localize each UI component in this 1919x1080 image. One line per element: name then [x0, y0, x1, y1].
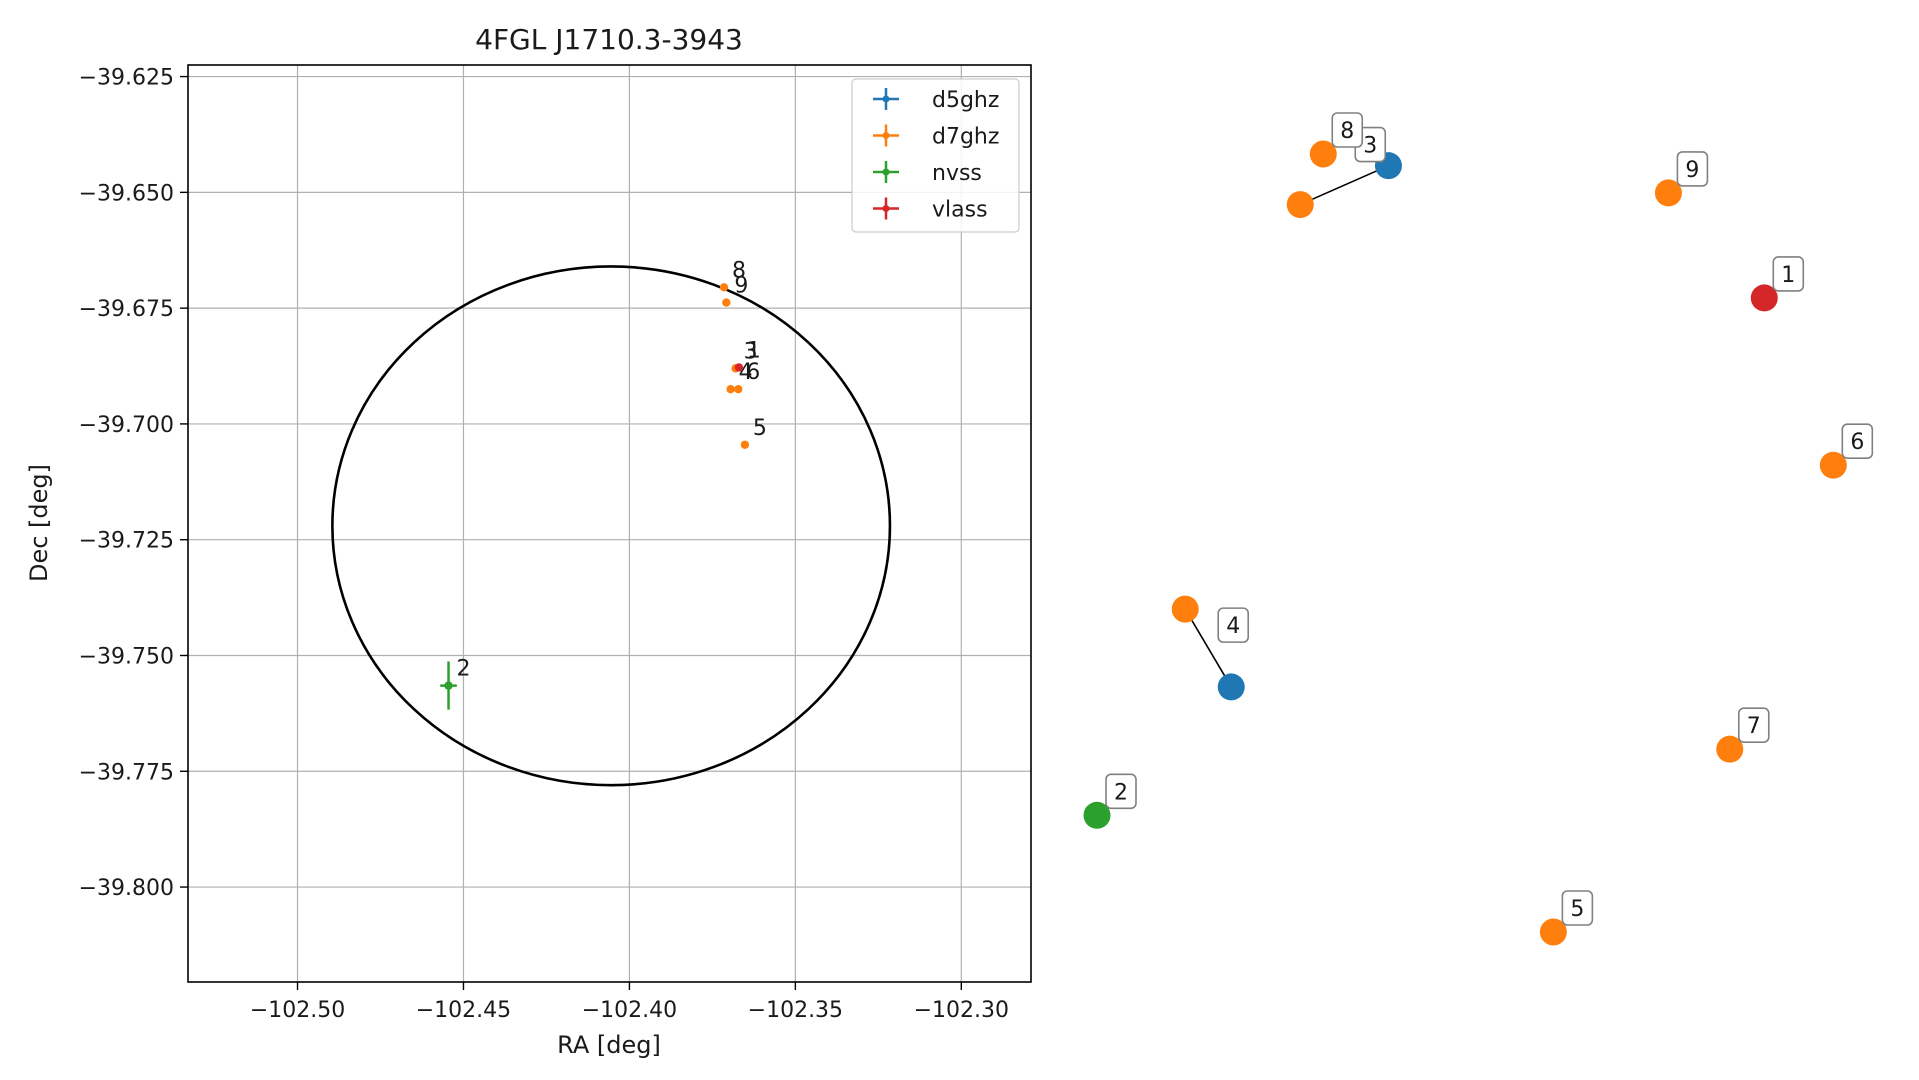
- x-tick-label: −102.30: [914, 998, 1009, 1023]
- label-text: 6: [1850, 430, 1864, 455]
- network-node-d7ghz: [1309, 140, 1337, 168]
- network-node-label: 9: [1676, 151, 1709, 187]
- x-tick-label: −102.50: [250, 998, 345, 1023]
- x-axis-ticks: −102.50 −102.45 −102.40 −102.35 −102.30: [250, 982, 1009, 1023]
- label-box: [1772, 256, 1805, 292]
- network-node-label: 6: [1841, 423, 1874, 460]
- plot-frame: [187, 64, 1032, 983]
- y-tick-label: −39.675: [79, 297, 174, 322]
- x-tick-label: −102.40: [582, 998, 677, 1023]
- error-ellipse-layer: [331, 265, 892, 787]
- point-label: 6: [746, 360, 760, 385]
- network-node-d7ghz: [1716, 735, 1744, 763]
- y-tick-label: −39.800: [79, 876, 174, 901]
- network-node-d5ghz: [1217, 673, 1245, 701]
- legend-marker-dot: [882, 168, 890, 176]
- legend: d5ghz d7ghz nvss vlass: [851, 78, 1020, 233]
- y-tick-label: −39.650: [79, 181, 174, 206]
- legend-marker-dot: [882, 132, 890, 139]
- network-links: [1184, 164, 1389, 688]
- label-text: 4: [1226, 614, 1240, 639]
- label-text: 1: [1781, 263, 1795, 288]
- label-box: [1676, 151, 1709, 187]
- chart-title: 4FGL J1710.3-3943: [475, 23, 743, 56]
- network-nodes: 1 2 3 4 5 6 7 8 9: [1083, 112, 1874, 946]
- network-node-d7ghz: [1539, 918, 1567, 946]
- point-label: 3: [744, 339, 758, 364]
- label-box: [1561, 890, 1594, 926]
- point-label: 9: [734, 274, 748, 299]
- network-node-label: 4: [1217, 607, 1250, 643]
- legend-marker-dot: [882, 205, 890, 212]
- network-node-d7ghz: [1819, 451, 1847, 479]
- x-tick-label: −102.45: [416, 998, 511, 1023]
- data-point-d7ghz: [734, 384, 743, 394]
- legend-entry-nvss: nvss: [932, 161, 982, 186]
- label-box: [1331, 112, 1364, 148]
- label-box: [1841, 423, 1874, 460]
- y-tick-label: −39.625: [79, 66, 174, 91]
- network-node-d7ghz: [1654, 179, 1682, 207]
- y-tick-label: −39.725: [79, 529, 174, 554]
- error-ellipse: [331, 265, 892, 787]
- label-text: 3: [1363, 134, 1377, 159]
- data-point-d7ghz: [719, 283, 729, 292]
- point-label: 2: [457, 657, 471, 682]
- legend-marker-dot: [882, 95, 890, 103]
- network-node-label: 1: [1772, 256, 1805, 292]
- label-box: [1217, 607, 1250, 643]
- legend-box: [851, 78, 1020, 233]
- point-label: 8: [732, 258, 746, 283]
- data-point-vlass: [734, 363, 744, 372]
- right-network-panel: 1 2 3 4 5 6 7 8 9: [1083, 112, 1874, 946]
- point-label: 1: [747, 338, 761, 363]
- point-label: 5: [753, 416, 767, 441]
- network-node-d7ghz: [1171, 595, 1199, 623]
- network-link: [1299, 164, 1389, 206]
- label-box: [1105, 773, 1137, 810]
- x-tick-label: −102.35: [748, 998, 843, 1023]
- network-node-label: 2: [1105, 773, 1137, 810]
- label-text: 9: [1685, 158, 1699, 183]
- data-point-d7ghz: [722, 298, 731, 307]
- data-point-d7ghz: [740, 440, 750, 449]
- network-node-d7ghz: [1286, 191, 1314, 219]
- network-node-label: 8: [1331, 112, 1364, 148]
- network-node-label: 5: [1561, 890, 1594, 926]
- y-tick-label: −39.750: [79, 644, 174, 669]
- legend-entry-vlass: vlass: [932, 198, 988, 223]
- x-axis-label: RA [deg]: [557, 1031, 661, 1059]
- y-tick-label: −39.775: [79, 760, 174, 785]
- label-box: [1737, 707, 1770, 743]
- network-node-nvss: [1083, 801, 1111, 829]
- label-text: 5: [1570, 897, 1584, 922]
- network-node-vlass: [1750, 284, 1778, 312]
- y-axis-label: Dec [deg]: [25, 464, 53, 582]
- label-text: 7: [1747, 714, 1761, 739]
- network-link: [1184, 608, 1232, 688]
- label-text: 8: [1340, 119, 1354, 144]
- data-point-d7ghz: [726, 384, 735, 394]
- network-node-label: 7: [1737, 707, 1770, 743]
- legend-entry-d7ghz: d7ghz: [932, 125, 999, 150]
- legend-entry-d5ghz: d5ghz: [932, 88, 999, 113]
- y-axis-ticks: −39.625 −39.650 −39.675 −39.700 −39.725 −39.7…: [79, 66, 188, 901]
- label-text: 2: [1114, 780, 1128, 805]
- data-point-nvss: [444, 681, 453, 690]
- y-tick-label: −39.700: [79, 413, 174, 438]
